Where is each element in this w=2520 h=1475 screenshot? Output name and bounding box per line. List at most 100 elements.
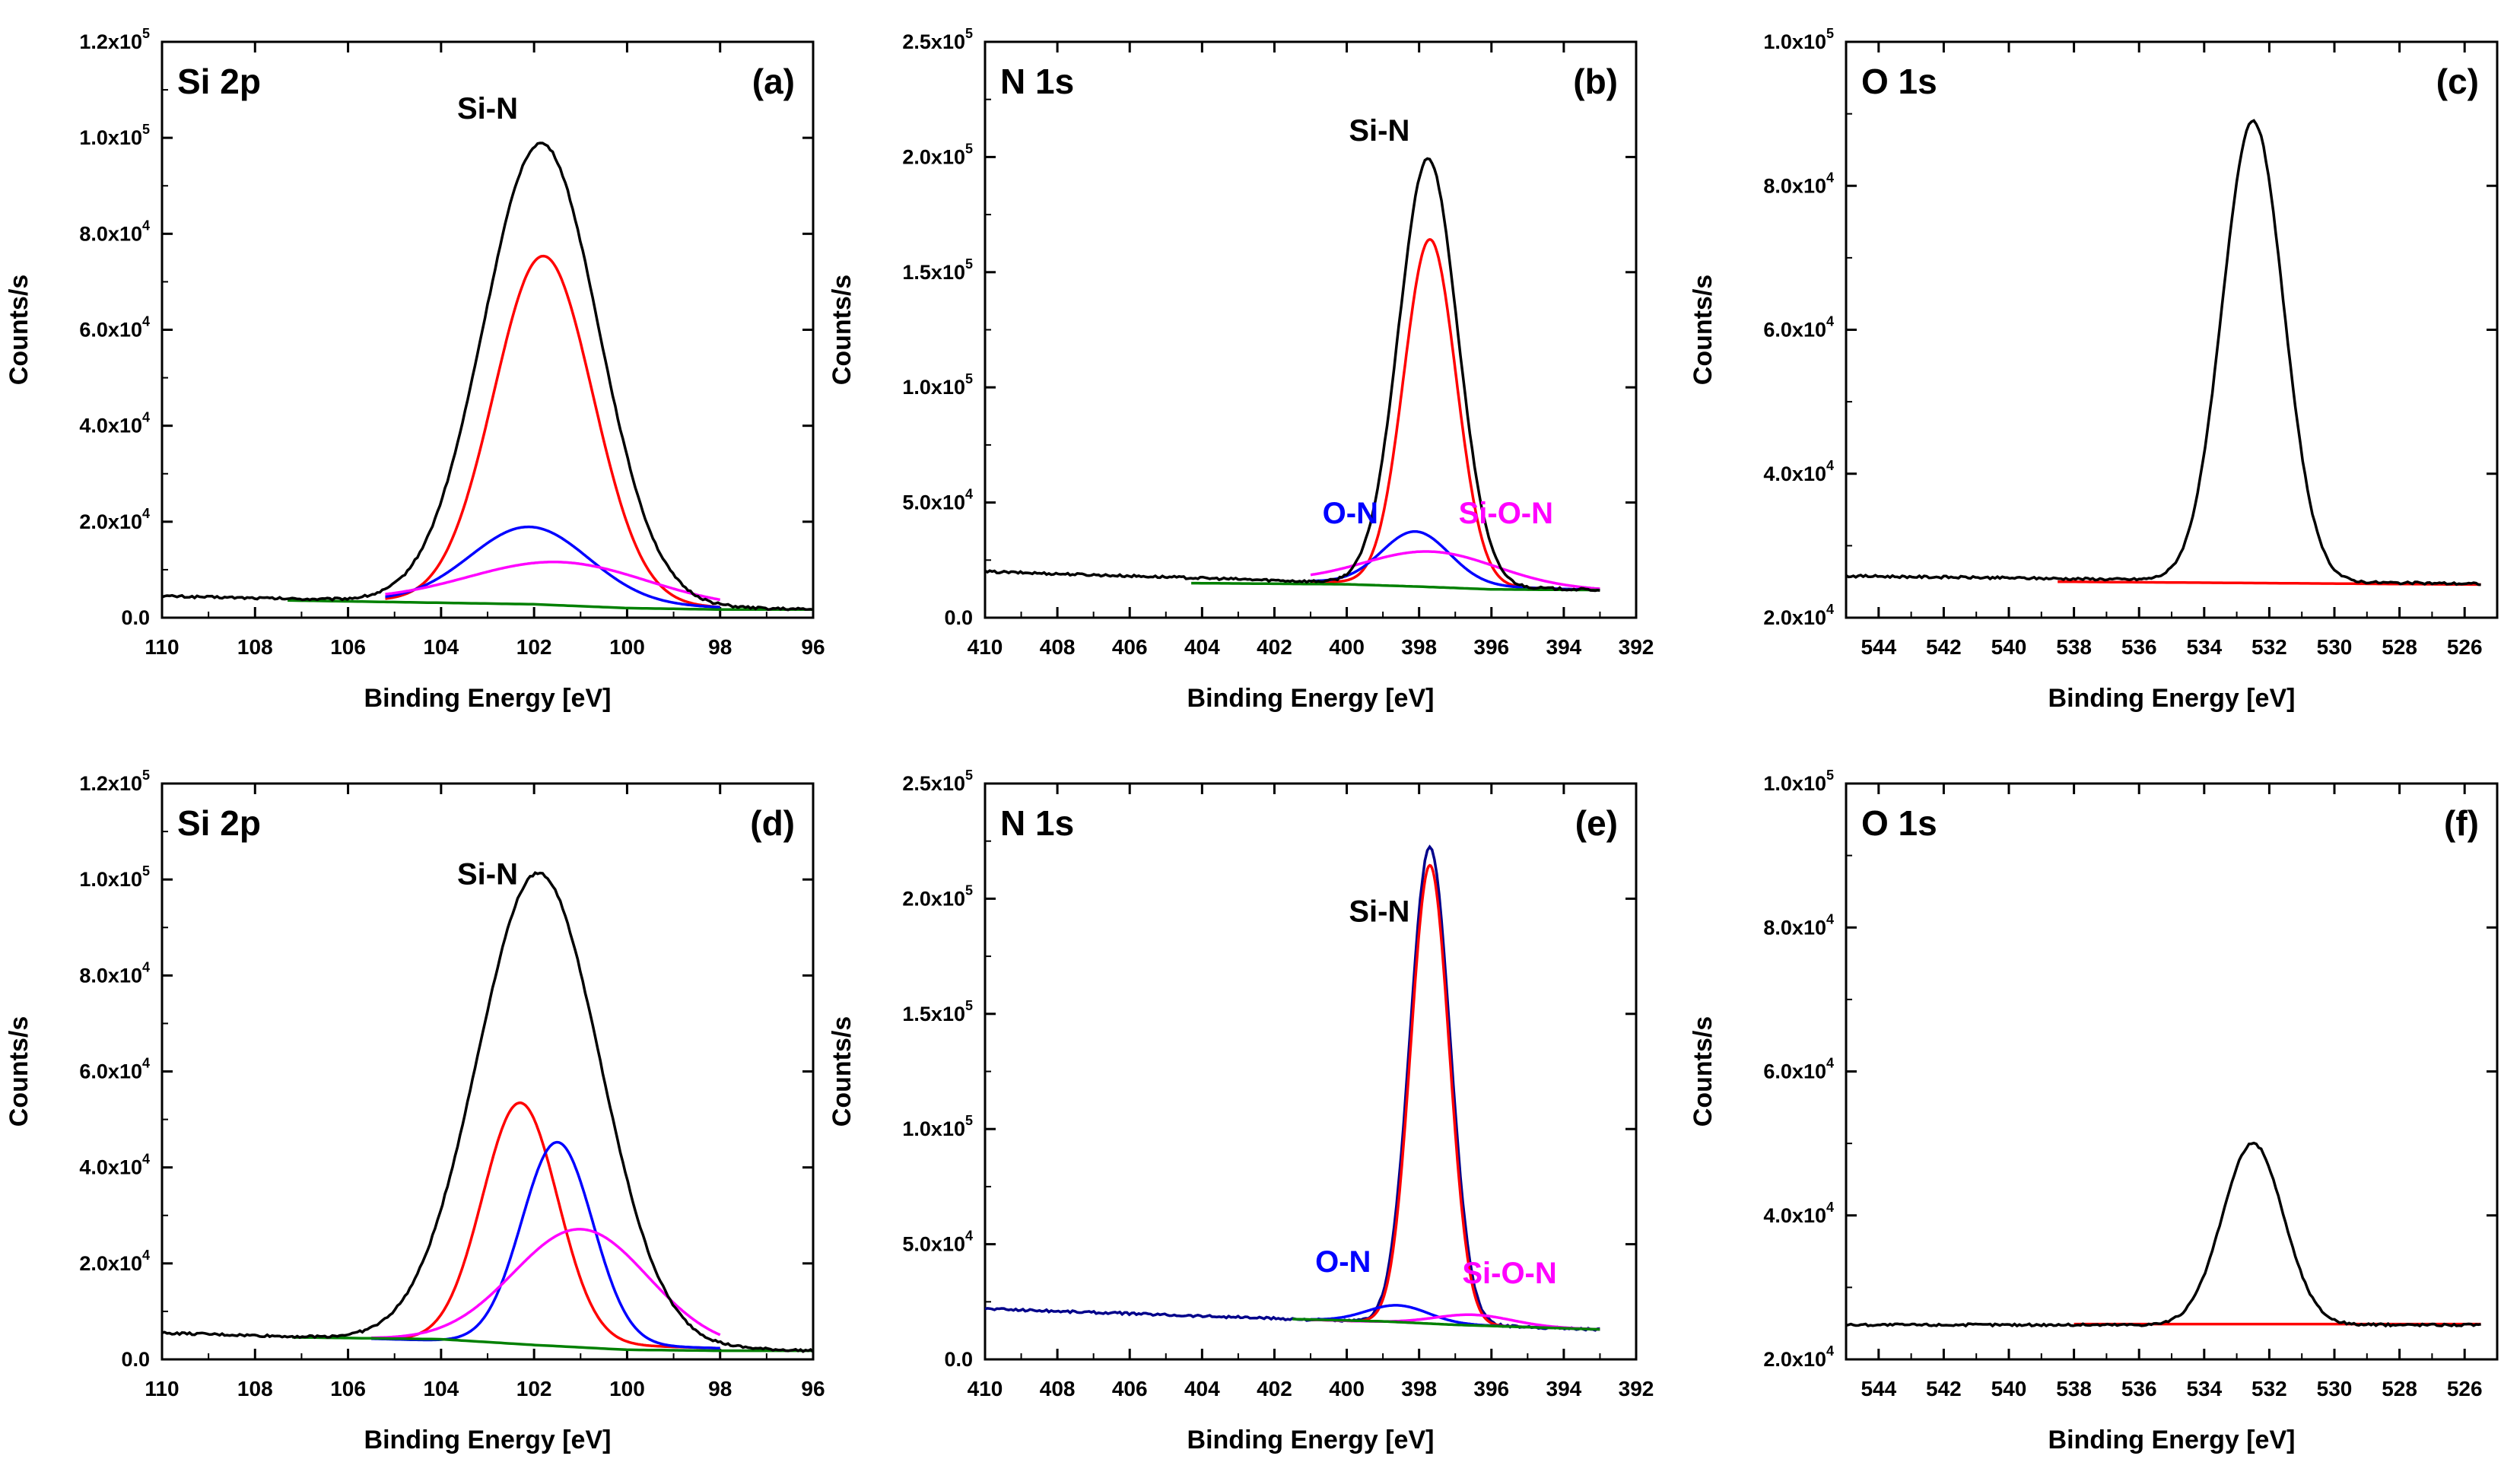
panel-letter: (a) bbox=[752, 62, 795, 101]
x-tick-label: 100 bbox=[609, 635, 645, 659]
panel-title: N 1s bbox=[1000, 803, 1074, 843]
x-tick-label: 402 bbox=[1257, 635, 1292, 659]
x-tick-label: 536 bbox=[2121, 635, 2157, 659]
x-tick-label: 392 bbox=[1619, 1377, 1654, 1400]
y-tick-label: 6.0x104 bbox=[1763, 1056, 1834, 1083]
series-background-3 bbox=[1191, 581, 1600, 592]
peak-annotation: O-N bbox=[1315, 1245, 1371, 1279]
panel-e: 410 408 406 404 402 400 398 396 394 392 0.0 5.0x104… bbox=[828, 768, 1654, 1454]
plot-frame bbox=[1845, 782, 2499, 1361]
peak-annotation: Si-N bbox=[457, 857, 518, 891]
x-tick-label: 102 bbox=[516, 1377, 552, 1400]
x-tick-label: 398 bbox=[1401, 635, 1437, 659]
y-tick-label: 2.5x105 bbox=[902, 768, 973, 795]
y-tick-label: 4.0x104 bbox=[1763, 1200, 1834, 1227]
series-envelope-1 bbox=[1846, 1141, 2481, 1328]
x-tick-label: 528 bbox=[2382, 635, 2417, 659]
y-tick-label: 2.5x105 bbox=[902, 26, 973, 53]
x-tick-label: 534 bbox=[2186, 1377, 2222, 1400]
y-tick-label: 1.0x105 bbox=[1763, 768, 1834, 795]
series-fit-1 bbox=[1311, 529, 1600, 592]
x-tick-label: 526 bbox=[2447, 1377, 2483, 1400]
x-tick-label: 96 bbox=[801, 635, 825, 659]
series-fit-1 bbox=[371, 1140, 720, 1350]
panel-title: N 1s bbox=[1000, 62, 1074, 101]
y-axis-label: Counts/s bbox=[1689, 1016, 1718, 1127]
series-fit-0 bbox=[371, 1101, 720, 1350]
peak-annotation: Si-N bbox=[1349, 895, 1409, 929]
series-background-3 bbox=[292, 1336, 813, 1353]
x-tick-label: 534 bbox=[2186, 635, 2222, 659]
panel-title: O 1s bbox=[1861, 62, 1937, 101]
x-tick-label: 536 bbox=[2121, 1377, 2157, 1400]
series-envelope-1 bbox=[1846, 119, 2481, 587]
panel-f: 544 542 540 538 536 534 532 530 528 526 2.0x104 4.0… bbox=[1689, 768, 2499, 1454]
x-tick-label: 406 bbox=[1112, 635, 1148, 659]
x-tick-label: 102 bbox=[516, 635, 552, 659]
x-tick-label: 404 bbox=[1184, 635, 1220, 659]
y-tick-label: 1.5x105 bbox=[902, 256, 973, 284]
panel-title: O 1s bbox=[1861, 803, 1937, 843]
y-tick-label: 8.0x104 bbox=[1763, 170, 1834, 197]
x-tick-label: 394 bbox=[1546, 635, 1582, 659]
plot-frame bbox=[160, 40, 815, 619]
x-axis-label: Binding Energy [eV] bbox=[364, 684, 612, 713]
series-fit-0 bbox=[1311, 238, 1600, 592]
x-tick-label: 530 bbox=[2317, 1377, 2353, 1400]
panel-letter: (c) bbox=[2436, 62, 2479, 101]
series-envelope-4 bbox=[162, 871, 813, 1353]
x-tick-label: 394 bbox=[1546, 1377, 1582, 1400]
x-tick-label: 104 bbox=[423, 1377, 459, 1400]
peak-annotation: Si-O-N bbox=[1462, 1257, 1556, 1290]
x-axis-label: Binding Energy [eV] bbox=[364, 1426, 612, 1454]
x-tick-label: 540 bbox=[1991, 1377, 2027, 1400]
y-tick-label: 2.0x105 bbox=[902, 882, 973, 910]
x-tick-label: 410 bbox=[968, 1377, 1003, 1400]
series-fit-0 bbox=[385, 254, 720, 609]
x-tick-label: 538 bbox=[2056, 1377, 2092, 1400]
y-tick-label: 1.0x105 bbox=[79, 122, 150, 149]
y-tick-label: 1.0x105 bbox=[902, 1113, 973, 1140]
y-axis-label: Counts/s bbox=[828, 1016, 856, 1127]
x-tick-label: 398 bbox=[1401, 1377, 1437, 1400]
x-axis-label: Binding Energy [eV] bbox=[2048, 1426, 2296, 1454]
peak-annotation: Si-N bbox=[1349, 114, 1409, 148]
panel-letter: (f) bbox=[2444, 803, 2479, 843]
y-tick-label: 2.0x104 bbox=[79, 1248, 150, 1275]
x-tick-label: 532 bbox=[2251, 1377, 2287, 1400]
series-envelope-4 bbox=[985, 157, 1600, 593]
y-tick-label: 6.0x104 bbox=[1763, 314, 1834, 342]
series-fit-1 bbox=[385, 525, 720, 609]
x-tick-label: 532 bbox=[2251, 635, 2287, 659]
series-fit-2 bbox=[371, 1228, 721, 1340]
series-fit-2 bbox=[385, 561, 721, 602]
panel-c: 544 542 540 538 536 534 532 530 528 526 2.0x104 4.0… bbox=[1689, 26, 2499, 713]
x-tick-label: 538 bbox=[2056, 635, 2092, 659]
y-tick-label: 1.0x105 bbox=[79, 863, 150, 891]
x-tick-label: 104 bbox=[423, 635, 459, 659]
x-tick-label: 408 bbox=[1040, 635, 1076, 659]
x-tick-label: 396 bbox=[1473, 635, 1509, 659]
x-axis-label: Binding Energy [eV] bbox=[1187, 1426, 1435, 1454]
panel-letter: (d) bbox=[750, 803, 795, 843]
peak-annotation: O-N bbox=[1323, 497, 1378, 530]
y-tick-label: 0.0 bbox=[121, 606, 150, 629]
x-tick-label: 540 bbox=[1991, 635, 2027, 659]
x-tick-label: 400 bbox=[1329, 635, 1365, 659]
x-tick-label: 410 bbox=[968, 635, 1003, 659]
x-tick-label: 110 bbox=[145, 635, 179, 659]
x-tick-label: 406 bbox=[1112, 1377, 1148, 1400]
x-tick-label: 542 bbox=[1926, 1377, 1962, 1400]
series-background-4 bbox=[1292, 1318, 1600, 1331]
y-tick-label: 5.0x104 bbox=[902, 487, 973, 514]
panel-d: 110 108 106 104 102 100 98 96 0.0 2.0x104 4.0x104 6… bbox=[5, 768, 825, 1454]
y-tick-label: 1.0x105 bbox=[1763, 26, 1834, 53]
y-tick-label: 1.0x105 bbox=[902, 371, 973, 399]
y-tick-label: 8.0x104 bbox=[1763, 911, 1834, 939]
x-tick-label: 528 bbox=[2382, 1377, 2417, 1400]
y-tick-label: 5.0x104 bbox=[902, 1229, 973, 1256]
panel-title: Si 2p bbox=[177, 803, 261, 843]
x-axis-label: Binding Energy [eV] bbox=[2048, 684, 2296, 713]
y-tick-label: 8.0x104 bbox=[79, 959, 150, 987]
plot-frame bbox=[984, 40, 1638, 619]
